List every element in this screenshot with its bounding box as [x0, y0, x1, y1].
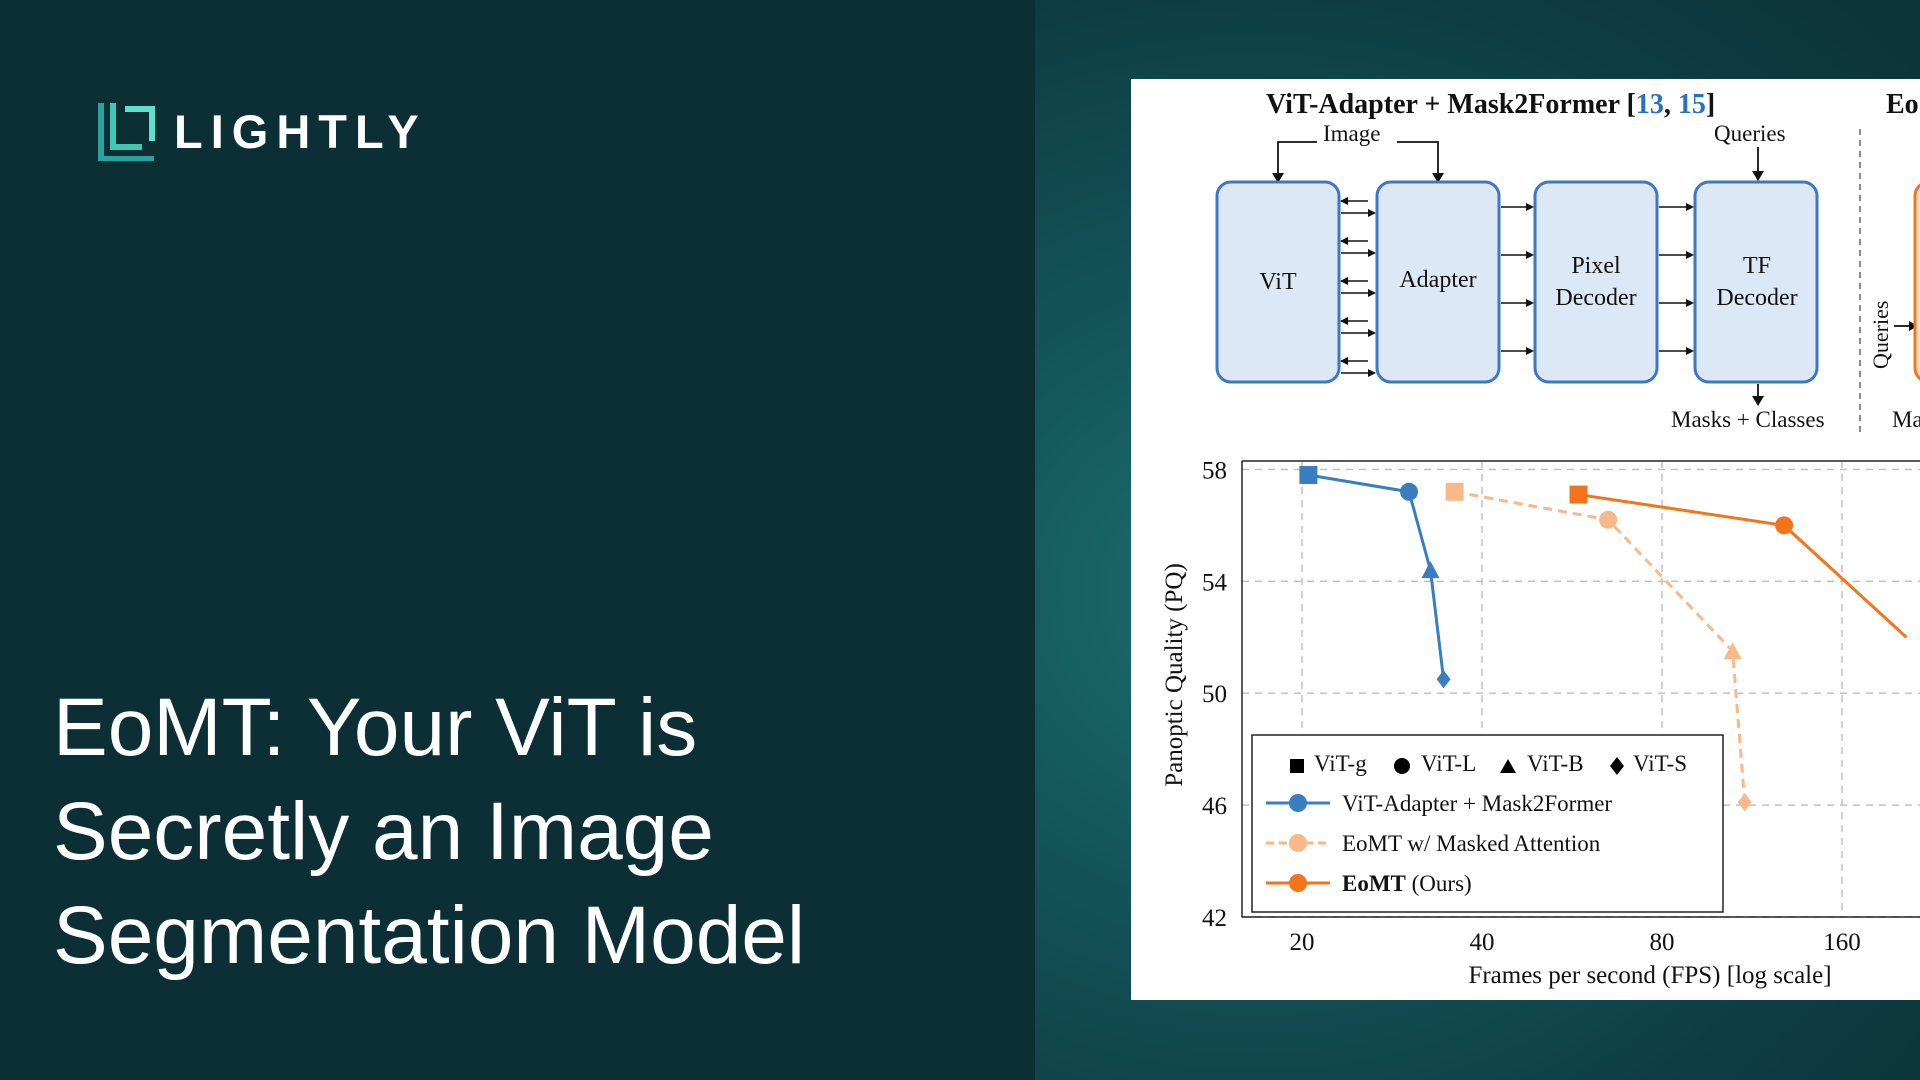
eomt-block-partial	[1913, 183, 1920, 381]
lightly-logo-icon	[98, 103, 155, 161]
image-label: Image	[1323, 121, 1380, 146]
data-point-circle	[1400, 482, 1419, 501]
chart-legend: ViT-g ViT-L ViT-B ViT-S ViT-Adapter + Ma…	[1251, 734, 1724, 913]
series-line	[1308, 473, 1446, 680]
lightly-logo: LIGHTLY	[98, 100, 427, 162]
left-panel: LIGHTLY EoMT: Your ViT is Secretly an Im…	[53, 100, 806, 981]
arrowhead	[1340, 317, 1348, 325]
data-point-triangle	[1723, 642, 1742, 660]
y-tick-labels: 42 46 50 54 58	[1202, 457, 1228, 932]
adapter-block: Adapter	[1375, 180, 1501, 384]
arrowhead	[1368, 249, 1376, 257]
diagram-title-right: Eo	[1886, 89, 1919, 120]
image-arrowhead-left	[1272, 173, 1284, 183]
legend-marker-eomt	[1289, 874, 1307, 892]
series-line	[1578, 493, 1908, 639]
diagram-title: ViT-Adapter + Mask2Former [13, 15]	[1266, 89, 1715, 120]
legend-vit-g: ViT-g	[1314, 751, 1367, 776]
arrowhead	[1340, 237, 1348, 245]
pixel-decoder-label-line1: Pixel	[1571, 253, 1621, 279]
arrowhead	[1686, 299, 1694, 307]
figure-svg: ViT-Adapter + Mask2Former [13, 15] Eo Im…	[1161, 89, 1920, 989]
arrowhead	[1368, 289, 1376, 297]
legend-triangle-marker	[1500, 759, 1516, 773]
data-point-diamond	[1436, 670, 1451, 689]
architecture-diagram: ViT-Adapter + Mask2Former [13, 15] Eo Im…	[1215, 89, 1920, 434]
data-point-circle	[1599, 510, 1618, 529]
legend-vit-b: ViT-B	[1527, 751, 1584, 776]
arrowhead	[1340, 277, 1348, 285]
pixel-decoder-block: Pixel Decoder	[1533, 180, 1659, 384]
legend-box	[1251, 734, 1724, 913]
y-axis-label: Panoptic Quality (PQ)	[1161, 563, 1188, 787]
x-tick-label: 20	[1290, 929, 1315, 956]
tf-decoder-label-line2: Decoder	[1716, 285, 1797, 311]
data-point-diamond	[1737, 793, 1752, 812]
series-line	[1454, 490, 1747, 803]
data-point-square	[1445, 482, 1464, 501]
legend-vit-l: ViT-L	[1421, 751, 1476, 776]
arrowhead	[1368, 329, 1376, 337]
legend-circle-marker	[1394, 758, 1410, 774]
vit-block: ViT	[1215, 180, 1341, 384]
x-axis-label: Frames per second (FPS) [log scale]	[1468, 962, 1831, 989]
arrowhead	[1526, 251, 1534, 259]
arrowhead	[1340, 357, 1348, 365]
x-tick-labels: 20 40 80 160	[1290, 929, 1861, 956]
x-tick-label: 160	[1823, 929, 1861, 956]
page-title: EoMT: Your ViT is Secretly an Image Segm…	[53, 682, 806, 981]
y-tick-label: 58	[1202, 457, 1227, 484]
y-tick-label: 50	[1202, 681, 1227, 708]
arrowhead	[1686, 251, 1694, 259]
output-label: Masks + Classes	[1671, 407, 1825, 432]
arrowhead	[1368, 369, 1376, 377]
arrowhead	[1368, 209, 1376, 217]
image-arrow-right	[1397, 141, 1439, 174]
image-arrow-left	[1277, 141, 1317, 174]
data-point-square	[1569, 485, 1588, 504]
arrowhead	[1686, 347, 1694, 355]
data-point-circle	[1775, 516, 1794, 535]
x-tick-label: 40	[1470, 929, 1495, 956]
legend-marker-vit-adapter	[1289, 794, 1307, 812]
output-label-right: Ma	[1892, 407, 1920, 432]
queries-label: Queries	[1714, 121, 1786, 146]
tf-decoder-block: TF Decoder	[1693, 180, 1819, 384]
pq-vs-fps-chart: 42 46 50 54 58 20 40 80 160 Panoptic Quality (P…	[1161, 457, 1920, 989]
legend-label-vit-adapter: ViT-Adapter + Mask2Former	[1342, 791, 1612, 816]
image-arrowhead-right	[1432, 173, 1444, 183]
data-point-square	[1299, 465, 1318, 484]
legend-diamond-marker	[1610, 757, 1624, 775]
queries-arrowhead	[1752, 171, 1764, 181]
block-connectors	[1340, 197, 1694, 377]
vertical-queries-label: Queries	[1868, 301, 1893, 369]
arrowhead	[1526, 203, 1534, 211]
arrowhead	[1526, 299, 1534, 307]
legend-vit-s: ViT-S	[1633, 751, 1687, 776]
y-tick-label: 54	[1202, 569, 1228, 596]
adapter-block-label: Adapter	[1399, 267, 1476, 293]
arrowhead	[1340, 197, 1348, 205]
brand-name: LIGHTLY	[174, 104, 427, 158]
x-tick-label: 80	[1650, 929, 1675, 956]
output-arrowhead	[1752, 396, 1764, 406]
legend-label-masked: EoMT w/ Masked Attention	[1342, 831, 1601, 856]
legend-marker-masked	[1289, 834, 1307, 852]
legend-label-eomt: EoMT (Ours)	[1342, 871, 1472, 896]
y-tick-label: 42	[1202, 905, 1227, 932]
arrowhead	[1686, 203, 1694, 211]
tf-decoder-label-line1: TF	[1743, 253, 1771, 279]
arrowhead	[1526, 347, 1534, 355]
vit-block-label: ViT	[1259, 269, 1297, 295]
legend-square-marker	[1290, 759, 1304, 773]
data-point-triangle	[1421, 561, 1440, 579]
y-tick-label: 46	[1202, 793, 1227, 820]
paper-figure: ViT-Adapter + Mask2Former [13, 15] Eo Im…	[1131, 79, 1920, 1000]
pixel-decoder-label-line2: Decoder	[1555, 285, 1636, 311]
chart-series	[1299, 465, 1908, 812]
